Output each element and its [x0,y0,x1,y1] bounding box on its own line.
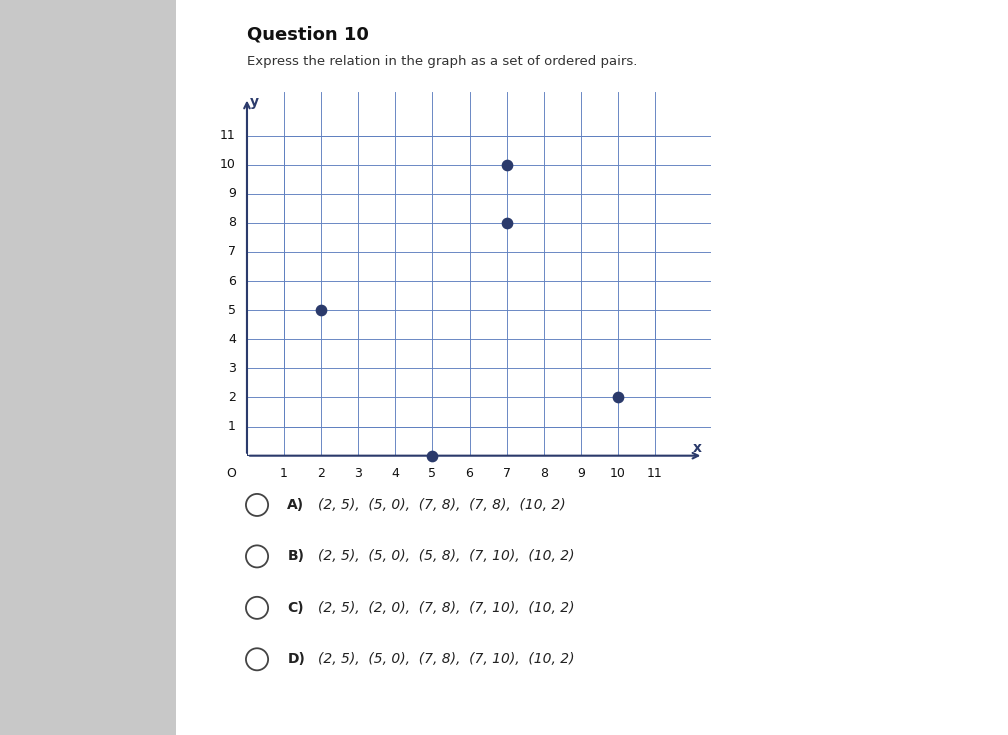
Text: 5: 5 [428,467,436,481]
Text: 5: 5 [228,304,236,317]
Text: y: y [250,95,259,109]
Text: (2, 5),  (5, 0),  (7, 8),  (7, 10),  (10, 2): (2, 5), (5, 0), (7, 8), (7, 10), (10, 2) [318,652,574,667]
Text: 11: 11 [647,467,663,481]
Text: C): C) [287,600,303,615]
Text: 2: 2 [228,391,236,404]
Text: (2, 5),  (2, 0),  (7, 8),  (7, 10),  (10, 2): (2, 5), (2, 0), (7, 8), (7, 10), (10, 2) [318,600,574,615]
Text: 11: 11 [220,129,236,142]
Point [499,217,515,229]
Text: D): D) [287,652,305,667]
Text: Express the relation in the graph as a set of ordered pairs.: Express the relation in the graph as a s… [247,55,637,68]
Point [313,304,330,316]
Text: 1: 1 [228,420,236,433]
Text: 10: 10 [610,467,626,481]
Text: 6: 6 [228,275,236,287]
Text: 3: 3 [228,362,236,375]
Text: 10: 10 [220,158,236,171]
Text: B): B) [287,549,304,564]
Point [499,159,515,171]
Text: 7: 7 [503,467,511,481]
Text: 2: 2 [318,467,326,481]
Text: O: O [226,467,236,481]
Text: 8: 8 [228,216,236,229]
Text: (2, 5),  (5, 0),  (7, 8),  (7, 8),  (10, 2): (2, 5), (5, 0), (7, 8), (7, 8), (10, 2) [318,498,565,512]
Text: 7: 7 [228,245,236,259]
Text: 8: 8 [539,467,547,481]
Text: x: x [694,442,703,456]
Text: 3: 3 [354,467,362,481]
Text: Question 10: Question 10 [247,26,369,43]
Text: (2, 5),  (5, 0),  (5, 8),  (7, 10),  (10, 2): (2, 5), (5, 0), (5, 8), (7, 10), (10, 2) [318,549,574,564]
Text: 9: 9 [228,187,236,200]
Text: 4: 4 [391,467,399,481]
Text: A): A) [287,498,304,512]
Text: 6: 6 [466,467,474,481]
Point [610,392,626,404]
Text: 1: 1 [280,467,288,481]
Text: 9: 9 [577,467,585,481]
Point [424,450,440,462]
Text: 4: 4 [228,333,236,345]
